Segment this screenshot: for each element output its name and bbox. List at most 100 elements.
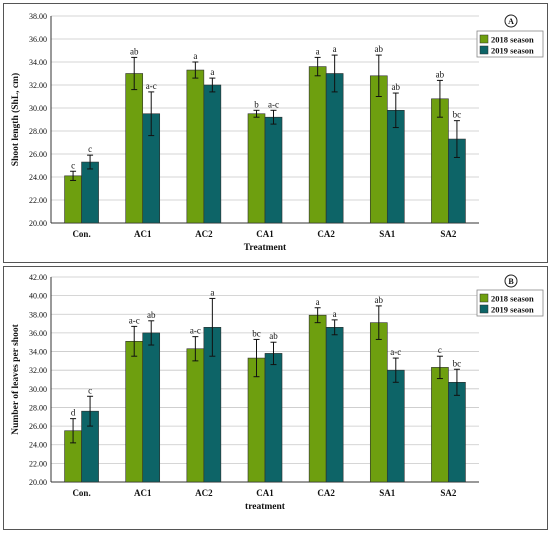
chart-a-y-tick-label: 38.00 [29, 12, 47, 21]
chart-a-y-tick-label: 26.00 [29, 150, 47, 159]
chart-b-significance-letter: a [316, 297, 320, 307]
chart-b-x-axis-title: treatment [245, 502, 286, 512]
chart-b-x-tick-label: SA2 [440, 488, 457, 498]
chart-a-bar [203, 84, 222, 224]
chart-a-x-tick-label: Con. [72, 229, 90, 239]
chart-a-y-tick-label: 22.00 [29, 196, 47, 205]
chart-a-significance-letter: a [333, 44, 337, 54]
chart-a-significance-letter: c [88, 144, 92, 154]
chart-b-y-tick-label: 36.00 [29, 329, 47, 338]
chart-b-x-tick-label: AC1 [134, 488, 152, 498]
chart-a-legend-label: 2019 season [491, 46, 534, 56]
chart-b-bar [142, 332, 161, 483]
chart-a-significance-letter: ab [436, 69, 445, 79]
chart-b-x-tick-label: Con. [72, 488, 90, 498]
chart-a-significance-letter: b [254, 99, 259, 109]
chart-a-panel-badge [504, 14, 518, 28]
chart-b-significance-letter: d [71, 408, 76, 418]
chart-b-y-tick-label: 26.00 [29, 422, 47, 431]
chart-a-legend-swatch [479, 45, 489, 55]
chart-a-significance-letter: ab [130, 46, 139, 56]
chart-a-x-tick-label: CA1 [256, 229, 274, 239]
chart-b-significance-letter: c [88, 385, 92, 395]
chart-a-significance-letter: ab [392, 82, 401, 92]
chart-a-svg: 20.00 22.00 24.00 26.00 28.00 30.00 32.00 34.00… [10, 12, 544, 253]
chart-b-legend-swatch [479, 304, 489, 314]
chart-b-x-tick-label: CA1 [256, 488, 274, 498]
chart-b-bar [386, 369, 405, 483]
chart-b-bar [186, 348, 205, 483]
chart-b-y-tick-label: 32.00 [29, 366, 47, 375]
chart-b-significance-letter: ab [375, 295, 384, 305]
chart-b-significance-letter: ab [147, 310, 156, 320]
chart-b-significance-letter: bc [252, 328, 261, 338]
chart-b-significance-letter: c [438, 345, 442, 355]
chart-b-significance-letter: ab [269, 331, 278, 341]
chart-b-y-tick-label: 30.00 [29, 385, 47, 394]
chart-b-significance-letter: bc [453, 358, 462, 368]
chart-b-bar [308, 314, 327, 483]
chart-a-bar [186, 69, 205, 224]
chart-b-x-tick-label: AC2 [195, 488, 213, 498]
chart-b-svg: 20.00 22.00 24.00 26.00 28.00 30.00 32.00 34.00… [11, 273, 544, 512]
chart-a-x-tick-label: SA2 [440, 229, 457, 239]
chart-b-y-tick-label: 38.00 [29, 310, 47, 319]
chart-a-significance-letter: a [193, 51, 197, 61]
chart-b-significance-letter: a-c [190, 326, 201, 336]
chart-b-bar [431, 367, 449, 483]
chart-a-bar [369, 75, 388, 224]
chart-b-y-tick-label: 22.00 [29, 459, 47, 468]
chart-a-x-tick-label: AC2 [195, 229, 213, 239]
chart-b-y-axis-title: Number of leaves per shoot [11, 323, 21, 434]
chart-b-significance-letter: a-c [390, 347, 401, 357]
chart-b-significance-letter: a-c [129, 315, 140, 325]
chart-b-panel-label: B [508, 277, 514, 286]
chart-a-y-axis-title: Shoot length (ShL, cm) [10, 73, 21, 166]
chart-a-bar [125, 73, 144, 224]
chart-b-legend-label: 2019 season [491, 305, 534, 315]
chart-b-y-tick-label: 20.00 [29, 478, 47, 487]
chart-b-y-tick-label: 40.00 [29, 292, 47, 301]
chart-b-legend-label: 2018 season [491, 294, 534, 304]
chart-panel-a: 20.00 22.00 24.00 26.00 28.00 30.00 32.00 34.00… [3, 3, 548, 263]
chart-a-bar [64, 175, 82, 224]
chart-b-x-tick-label: CA2 [317, 488, 335, 498]
chart-a-y-tick-label: 28.00 [29, 127, 47, 136]
chart-a-x-tick-label: SA1 [379, 229, 396, 239]
chart-a-y-tick-label: 32.00 [29, 81, 47, 90]
chart-a-bar [81, 161, 99, 224]
chart-a-y-tick-label: 24.00 [29, 173, 47, 182]
chart-b-bar [125, 340, 144, 483]
chart-a-x-tick-label: AC1 [134, 229, 152, 239]
chart-a-x-axis-title: Treatment [244, 243, 287, 253]
chart-b-significance-letter: a [210, 287, 214, 297]
chart-a-significance-letter: a-c [268, 99, 279, 109]
chart-b-y-tick-label: 34.00 [29, 348, 47, 357]
chart-panel-b: 20.00 22.00 24.00 26.00 28.00 30.00 32.00 34.00… [3, 266, 548, 530]
chart-a-significance-letter: a [316, 46, 320, 56]
chart-a-bar [325, 73, 344, 224]
chart-a-bar [264, 116, 283, 224]
chart-a-y-tick-label: 30.00 [29, 104, 47, 113]
chart-b-panel-badge [504, 274, 518, 288]
chart-b-y-tick-label: 28.00 [29, 403, 47, 412]
chart-b-y-tick-label: 42.00 [29, 273, 47, 282]
chart-a-significance-letter: ab [375, 44, 384, 54]
chart-a-y-tick-label: 36.00 [29, 35, 47, 44]
chart-a-legend-label: 2018 season [491, 35, 534, 45]
chart-b-bar [264, 353, 283, 483]
chart-a-y-tick-label: 20.00 [29, 219, 47, 228]
chart-b-bar [325, 327, 344, 483]
chart-a-significance-letter: a-c [146, 81, 157, 91]
chart-a-significance-letter: c [71, 160, 75, 170]
chart-a-bar [308, 66, 327, 224]
chart-a-significance-letter: a [210, 67, 214, 77]
chart-a-legend-swatch [479, 34, 489, 44]
chart-b-legend-swatch [479, 293, 489, 303]
chart-a-bar [247, 113, 266, 224]
chart-a-x-tick-label: CA2 [317, 229, 335, 239]
chart-b-bar [448, 381, 466, 483]
chart-b-y-tick-label: 24.00 [29, 441, 47, 450]
chart-a-y-tick-label: 34.00 [29, 58, 47, 67]
chart-b-x-tick-label: SA1 [379, 488, 396, 498]
